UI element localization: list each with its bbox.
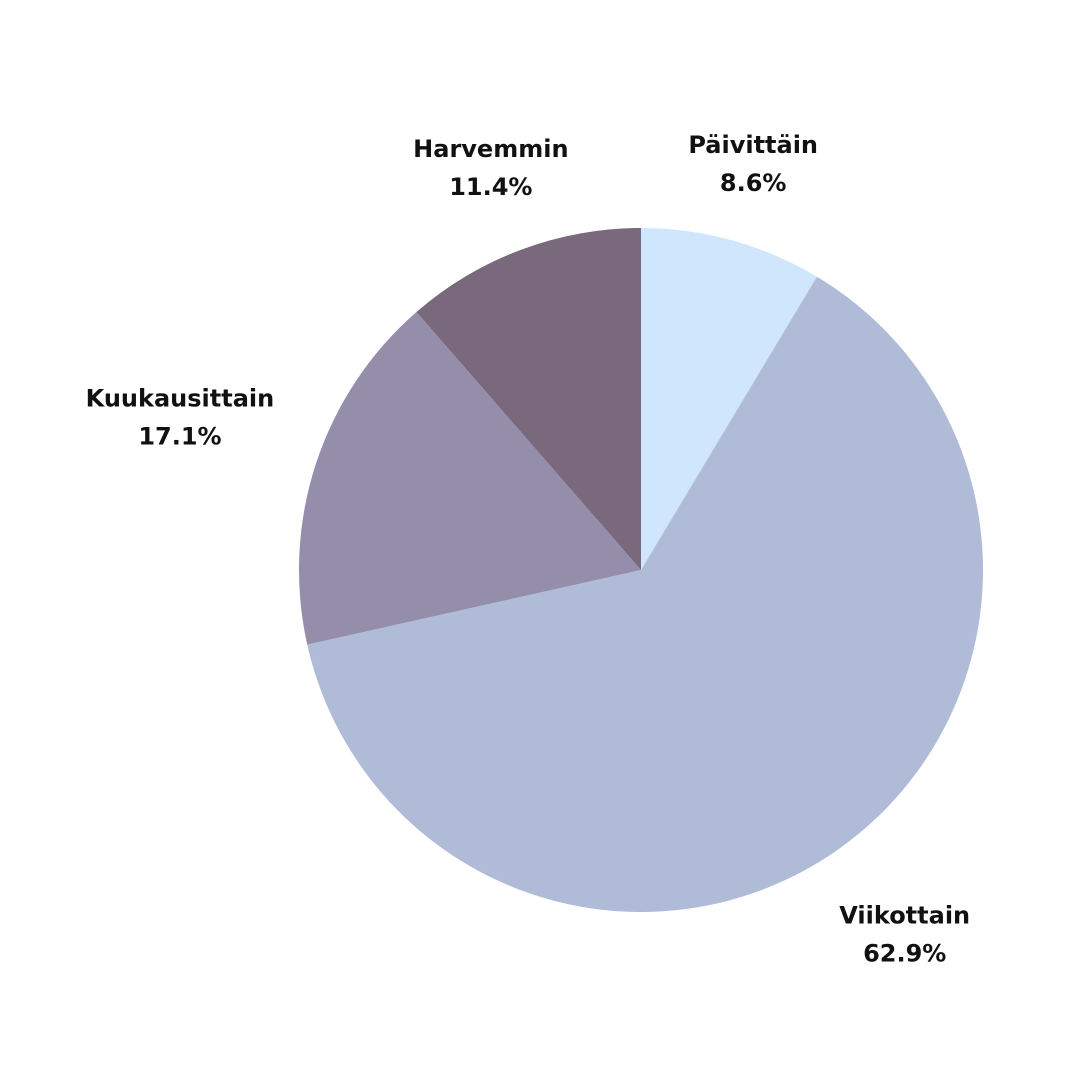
pie-slice (307, 276, 984, 912)
slice-value-label: 62.9% (863, 939, 946, 967)
pie-slice (416, 228, 641, 570)
slice-label: Harvemmin (413, 135, 568, 163)
slice-label: Kuukausittain (86, 385, 275, 413)
slice-label: Viikottain (839, 901, 970, 929)
slice-value-label: 8.6% (720, 169, 787, 197)
slice-label: Päivittäin (688, 131, 818, 159)
pie-slice (641, 228, 817, 570)
slice-value-label: 17.1% (138, 423, 221, 451)
slice-value-label: 11.4% (449, 173, 532, 201)
pie-slice (299, 312, 641, 645)
